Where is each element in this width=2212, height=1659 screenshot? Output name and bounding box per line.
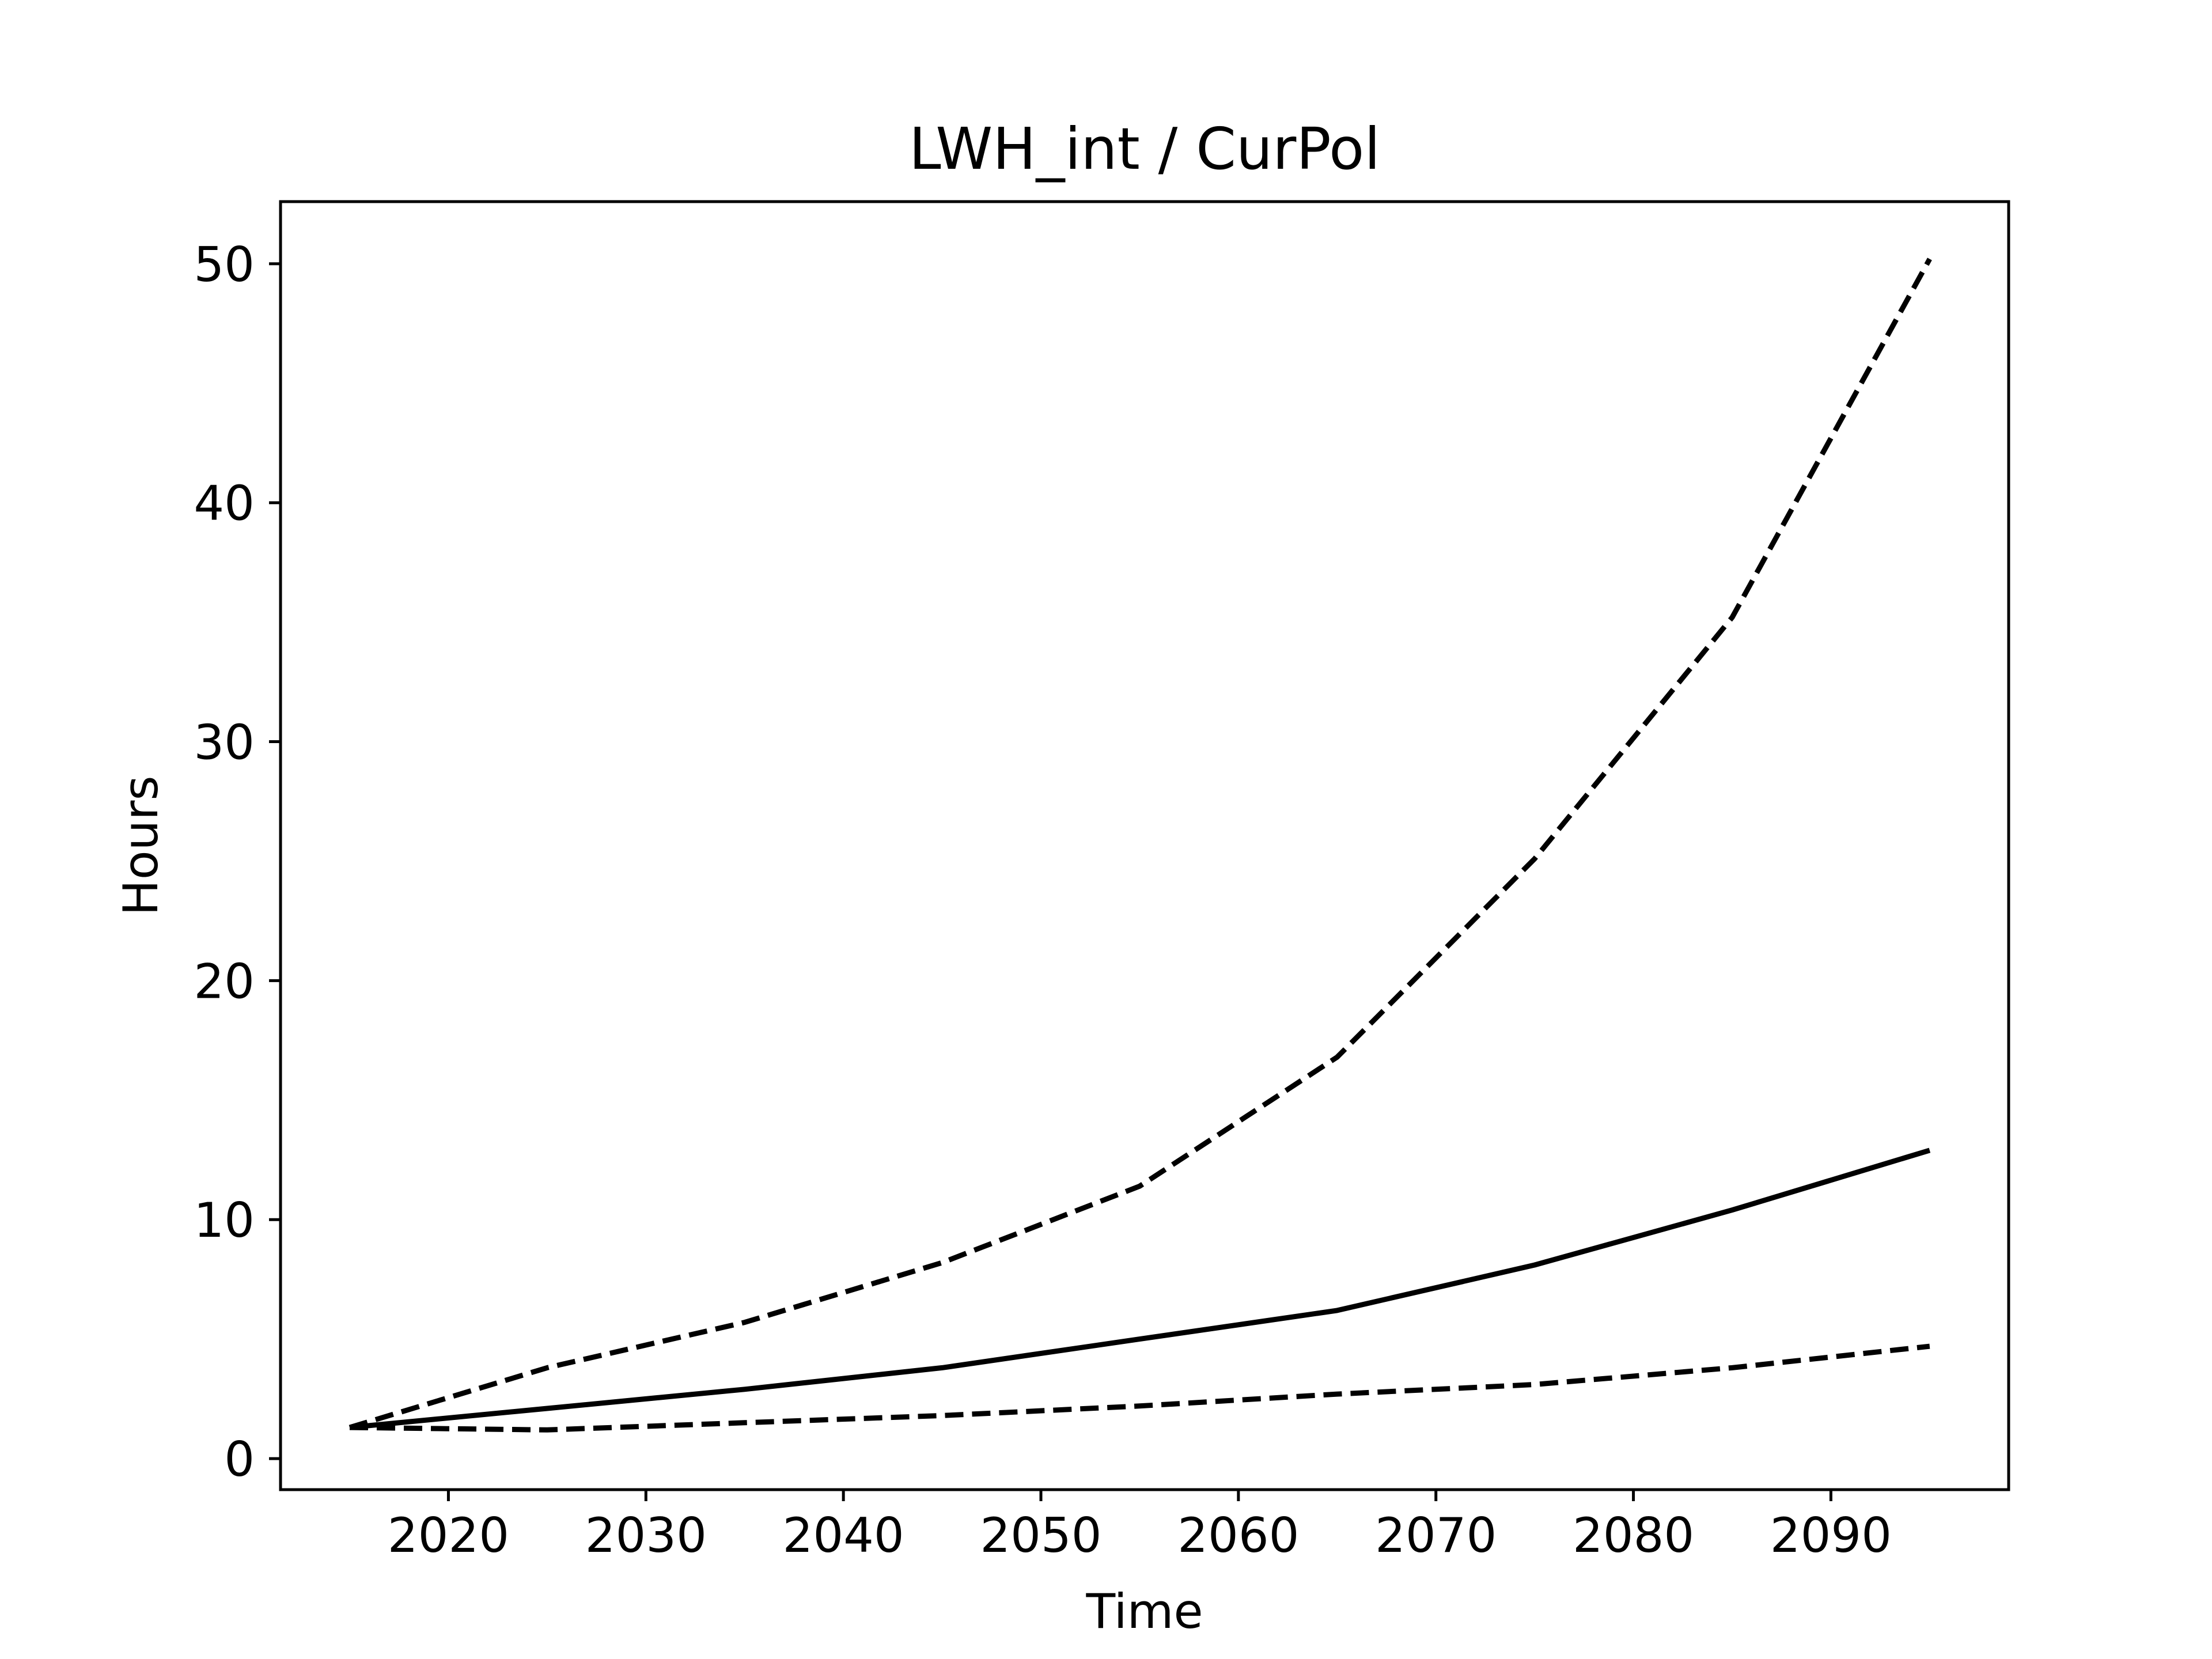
- y-axis-label: Hours: [113, 775, 169, 915]
- x-axis-label: Time: [1085, 1584, 1203, 1639]
- x-tick-label: 2020: [388, 1508, 509, 1563]
- y-tick-label: 40: [194, 476, 255, 532]
- series-layer: [349, 257, 1932, 1433]
- y-axis-ticks: 0 10 20 30 40 50: [194, 237, 281, 1487]
- y-tick-label: 20: [194, 953, 255, 1009]
- x-tick-label: 2090: [1770, 1508, 1892, 1563]
- plot-frame: [279, 200, 2010, 1491]
- x-tick-label: 2060: [1177, 1508, 1299, 1563]
- y-tick-label: 50: [194, 237, 255, 293]
- x-tick-label: 2030: [585, 1508, 707, 1563]
- x-tick-label: 2080: [1573, 1508, 1694, 1563]
- x-tick-label: 2050: [980, 1508, 1101, 1563]
- chart-title: LWH_int / CurPol: [909, 115, 1380, 183]
- x-axis-ticks: 2020 2030 2040 2050 2060 2070 2080 2090: [388, 1490, 1892, 1563]
- series-line-3-dashed: [349, 1343, 1930, 1433]
- y-tick-label: 10: [194, 1192, 255, 1248]
- x-tick-label: 2040: [783, 1508, 904, 1563]
- y-tick-label: 0: [224, 1431, 255, 1487]
- series-line-1-solid: [349, 1147, 1931, 1430]
- x-tick-label: 2070: [1375, 1508, 1497, 1563]
- y-tick-label: 30: [194, 715, 255, 771]
- series-line-2-dashed: [349, 257, 1932, 1430]
